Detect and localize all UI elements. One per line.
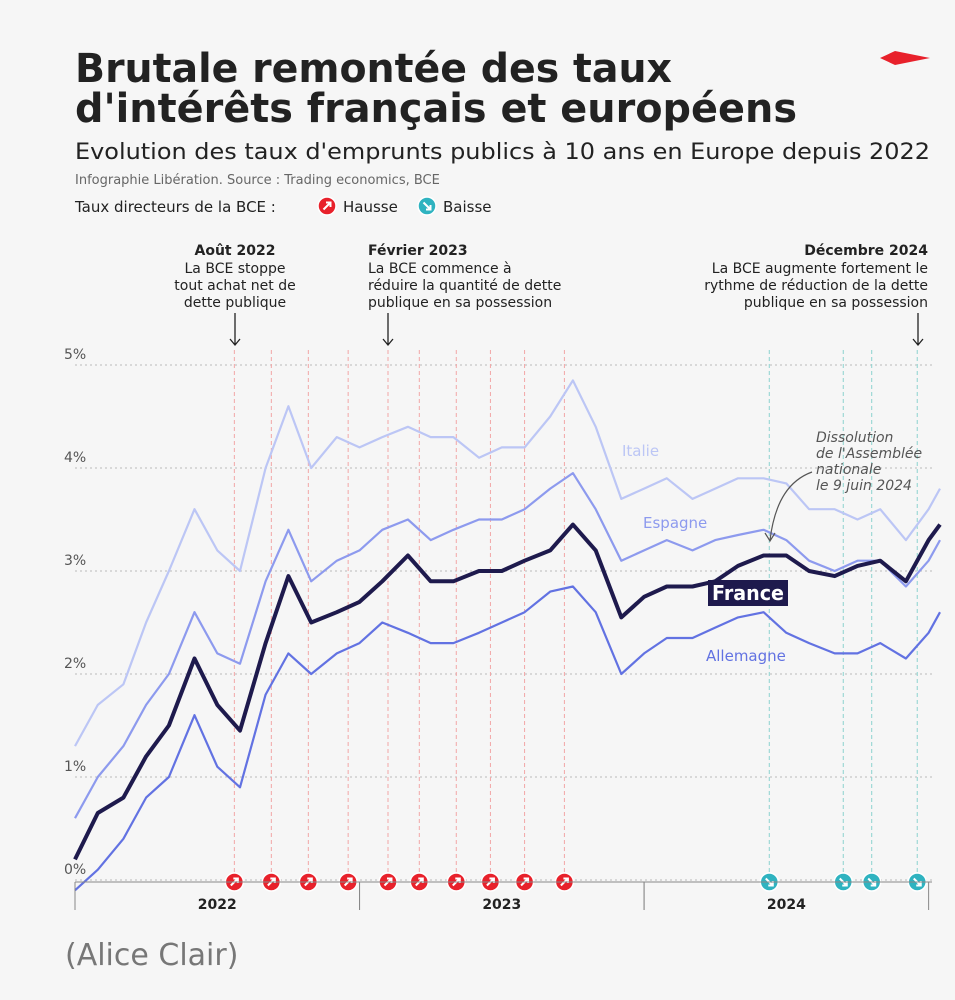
annotation-arrow [382,313,394,347]
annotation-arrow [229,313,241,347]
annotation-text: rythme de réduction de la dette [704,278,928,294]
chart-title: Brutale remontée des taux [75,46,672,92]
legend-icon-arrow [422,201,432,211]
series-label-box [708,580,788,606]
annotation-text: La BCE commence à [368,261,512,277]
legend-icon [317,196,337,216]
x-tick-label: 2022 [198,897,237,913]
y-tick-label: 0% [64,862,86,878]
annotation-text: publique en sa possession [368,295,552,311]
annotation-text: publique en sa possession [744,295,928,311]
annotation-text: dette publique [184,295,286,311]
annotation-text: La BCE stoppe [185,261,286,277]
logo [880,51,930,65]
x-tick-label: 2024 [767,897,806,913]
annotation-title: Décembre 2024 [804,243,928,259]
annotation-text: tout achat net de [174,278,295,294]
annotation-arrow [912,313,924,347]
series-line [74,585,941,892]
series-line [73,522,942,861]
series-line [74,379,941,747]
chart-title: d'intérêts français et européens [75,86,797,132]
y-tick-label: 2% [64,656,86,672]
annotation-text: La BCE augmente fortement le [712,261,928,277]
note-text: nationale [816,462,881,478]
legend-icon [417,196,437,216]
legend-label: Hausse [343,198,398,216]
legend-icon-arrow [322,201,332,211]
series-label: Espagne [643,514,707,532]
y-tick-label: 4% [64,450,86,466]
credit: (Alice Clair) [65,938,238,973]
y-tick-label: 5% [64,347,86,363]
y-tick-label: 3% [64,553,86,569]
legend-label: Baisse [443,198,492,216]
annotation-title: Août 2022 [195,243,276,259]
legend-title: Taux directeurs de la BCE : [74,198,276,216]
y-tick-label: 1% [64,759,86,775]
series-line [74,472,941,819]
series-label: Allemagne [706,647,786,665]
x-tick-label: 2023 [482,897,521,913]
note-arrow [764,471,813,543]
chart-subtitle: Evolution des taux d'emprunts publics à … [75,140,930,165]
note-text: Dissolution [816,430,893,446]
annotation-title: Février 2023 [368,243,468,259]
source: Infographie Libération. Source : Trading… [75,173,440,188]
note-text: le 9 juin 2024 [816,478,912,494]
annotation-text: réduire la quantité de dette [368,278,561,294]
note-text: de l'Assemblée [816,446,922,462]
series-label: France [712,581,784,605]
series-label: Italie [622,442,659,460]
